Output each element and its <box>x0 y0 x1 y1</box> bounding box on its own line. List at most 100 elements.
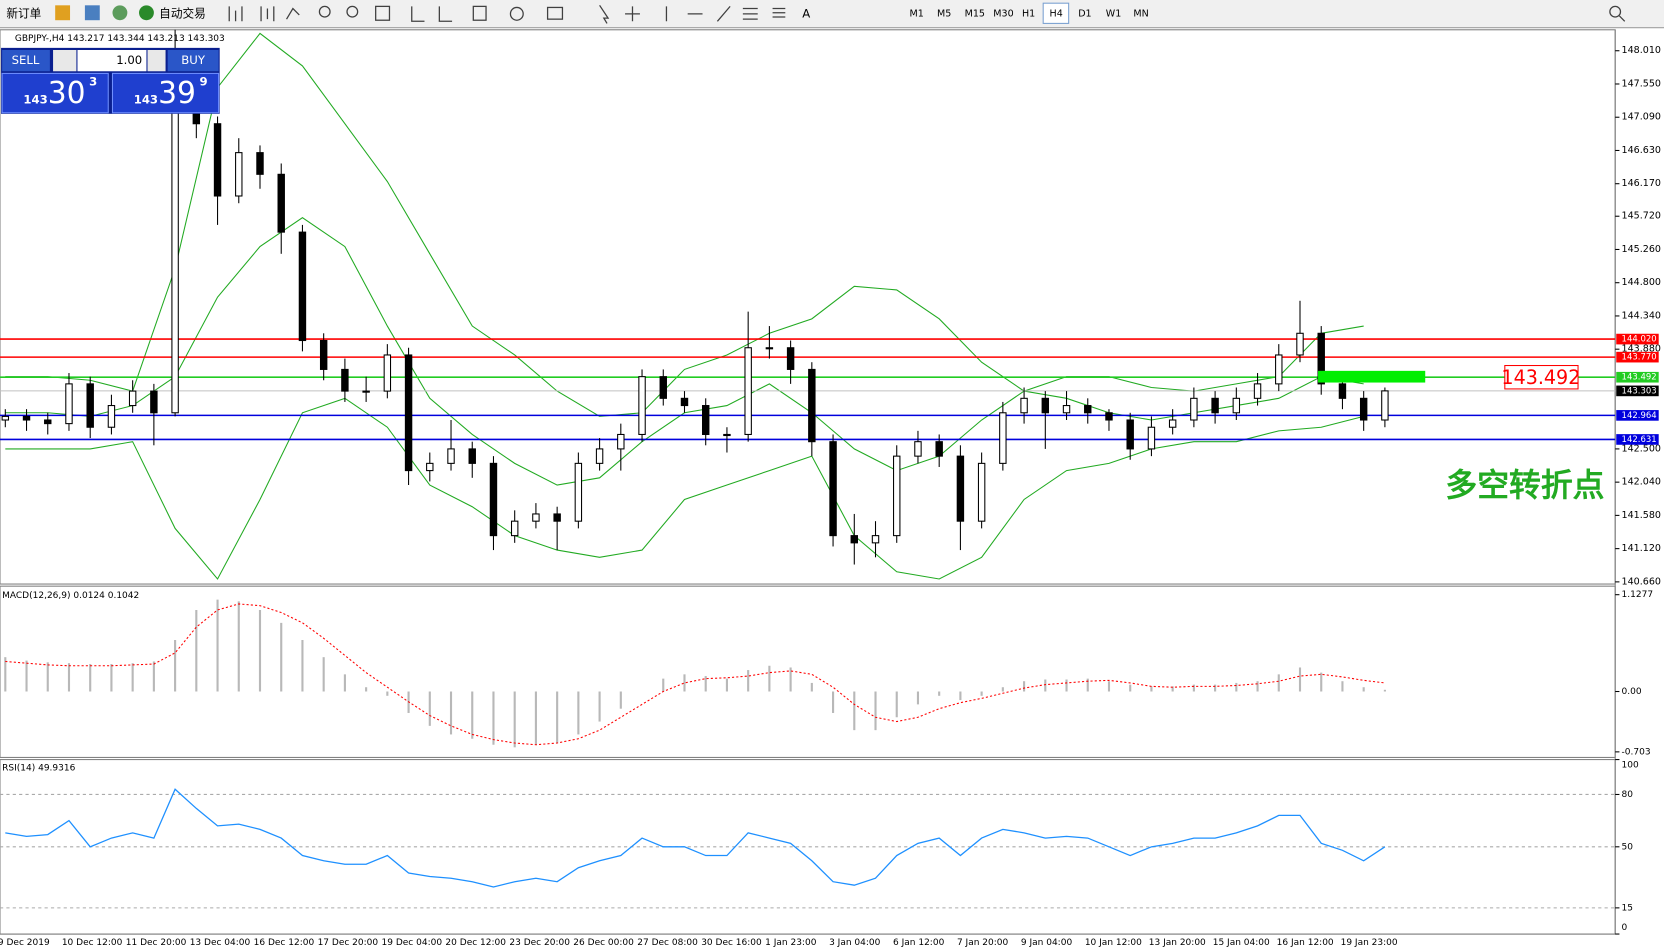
price-pips: 30 <box>48 76 86 111</box>
candle-body <box>1296 332 1304 356</box>
level-label-box <box>1616 371 1659 383</box>
icon[interactable] <box>509 6 524 21</box>
candle-body <box>447 448 455 464</box>
candle-body <box>213 123 222 197</box>
timeframe-button[interactable]: MN <box>1133 8 1148 19</box>
buy-price-box[interactable] <box>111 72 220 114</box>
sell-label: SELL <box>12 53 40 67</box>
candle-body <box>86 383 94 428</box>
lot-input[interactable] <box>77 50 147 72</box>
y-tick-label: 80 <box>1622 790 1634 800</box>
y-tick-label: 147.550 <box>1622 78 1661 89</box>
y-tick-label: 141.580 <box>1622 510 1661 521</box>
candle-body <box>765 347 774 350</box>
icon[interactable] <box>285 7 300 20</box>
candle-body <box>1168 419 1177 428</box>
candle-body <box>1020 397 1028 414</box>
lot-down[interactable] <box>53 50 77 72</box>
candle-body <box>1126 419 1134 450</box>
x-tick-label: 11 Dec 20:00 <box>126 938 187 948</box>
y-tick-label: 147.090 <box>1622 112 1661 123</box>
buy-button[interactable] <box>167 50 219 72</box>
bollinger-middle <box>5 217 1364 486</box>
timeframe-button[interactable]: M1 <box>909 8 923 19</box>
x-tick-label: 17 Dec 20:00 <box>318 938 379 948</box>
price-point: 3 <box>89 74 97 88</box>
timeframe-button[interactable]: W1 <box>1106 8 1121 19</box>
candle-body <box>850 535 858 544</box>
icon[interactable] <box>375 5 391 21</box>
candle-body <box>977 462 986 522</box>
y-tick-label: 140.660 <box>1622 576 1661 587</box>
candle-body <box>235 152 243 197</box>
x-tick-label: 10 Dec 12:00 <box>62 938 123 948</box>
x-tick-label: 16 Dec 12:00 <box>254 938 315 948</box>
icon[interactable] <box>84 5 100 21</box>
bollinger-upper <box>5 32 1364 417</box>
candle-body <box>1190 397 1198 421</box>
timeframe-button[interactable]: H4 <box>1050 8 1063 19</box>
marker-label: 143.492 <box>1501 366 1580 389</box>
sell-button[interactable] <box>2 50 50 72</box>
candle-body <box>956 455 965 522</box>
x-tick-label: 13 Jan 20:00 <box>1149 938 1206 948</box>
candle-body <box>574 462 583 522</box>
candle-body <box>1062 405 1071 414</box>
icon[interactable] <box>112 5 128 21</box>
x-tick-label: 6 Jan 12:00 <box>893 938 945 948</box>
x-tick-label: 7 Jan 20:00 <box>957 938 1009 948</box>
auto-trading[interactable]: 自动交易 <box>159 6 206 20</box>
icon[interactable] <box>599 4 786 24</box>
icon[interactable] <box>228 6 243 22</box>
candle-body <box>107 405 116 428</box>
candle-body <box>914 441 922 457</box>
icon[interactable] <box>55 5 71 21</box>
candle-body <box>1041 397 1050 414</box>
y-tick-label: 50 <box>1622 842 1634 852</box>
candle-body <box>510 520 519 537</box>
candle-body <box>171 87 179 414</box>
lot-value: 1.00 <box>116 53 142 67</box>
new-order[interactable]: 新订单 <box>6 6 41 20</box>
icon[interactable] <box>139 5 154 21</box>
timeframe-button[interactable]: D1 <box>1078 8 1091 19</box>
level-label-box <box>1616 333 1659 345</box>
y-tick-label: 144.340 <box>1622 310 1661 321</box>
timeframe-button[interactable]: M5 <box>937 8 951 19</box>
icon[interactable] <box>546 6 564 20</box>
timeframe-button[interactable]: H1 <box>1022 8 1035 19</box>
icon[interactable] <box>472 5 487 21</box>
buy-label: BUY <box>181 53 206 67</box>
candle-body <box>617 433 625 450</box>
current-price-label: 143.303 <box>1622 386 1657 396</box>
icon[interactable] <box>411 6 453 22</box>
candle-body <box>1275 354 1283 385</box>
lot-up[interactable] <box>147 50 166 72</box>
x-tick-label: 27 Dec 08:00 <box>637 938 698 948</box>
icon[interactable] <box>260 6 275 22</box>
panel-title: MACD(12,26,9) 0.0124 0.1042 <box>2 591 139 601</box>
macd-signal <box>5 603 1385 746</box>
icon[interactable] <box>1618 15 1626 22</box>
sell-price-box[interactable] <box>1 72 109 114</box>
x-tick-label: 13 Dec 04:00 <box>190 938 251 948</box>
candle-body <box>277 173 285 233</box>
candle-body <box>298 231 307 342</box>
y-tick-label: -0.703 <box>1622 747 1651 757</box>
candle-body <box>595 448 604 464</box>
icon[interactable] <box>318 5 331 18</box>
timeframe-button[interactable]: M15 <box>965 8 985 19</box>
x-tick-label: 26 Dec 00:00 <box>573 938 634 948</box>
y-tick-label: 144.800 <box>1622 277 1661 288</box>
candle-body <box>553 513 561 522</box>
icon[interactable] <box>1609 5 1622 18</box>
y-tick-label: 143.880 <box>1622 344 1661 355</box>
x-tick-label: 20 Dec 12:00 <box>445 938 506 948</box>
candle-body <box>1359 397 1368 421</box>
candle-body <box>426 462 434 472</box>
icon[interactable] <box>346 5 359 18</box>
timeframe-button[interactable]: M30 <box>993 8 1013 19</box>
candle-body <box>638 376 646 435</box>
level-label: 143.492 <box>1622 373 1657 383</box>
icon[interactable]: A <box>802 6 810 20</box>
